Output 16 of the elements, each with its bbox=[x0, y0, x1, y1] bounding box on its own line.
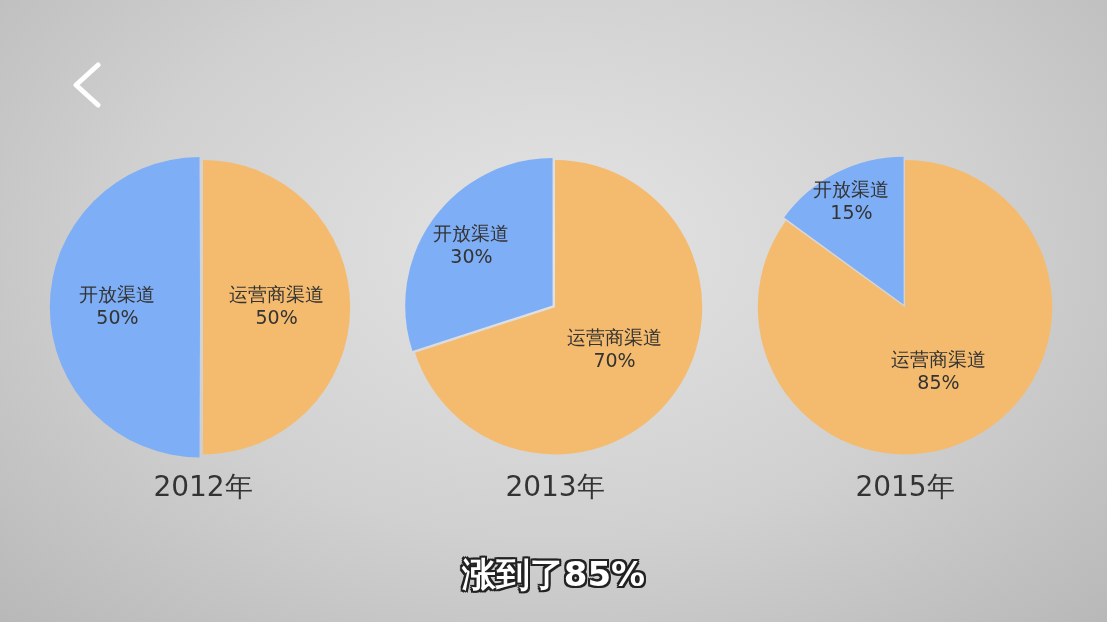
data-label: 30% bbox=[450, 244, 493, 267]
slice-label: 开放渠道 bbox=[79, 282, 156, 305]
data-label: 85% bbox=[917, 371, 960, 394]
text: 2015年 bbox=[855, 470, 955, 504]
data-label: 70% bbox=[593, 348, 636, 371]
slice-label: 运营商渠道 bbox=[567, 325, 663, 348]
text: 2013年 bbox=[505, 470, 605, 504]
text: 2012年 bbox=[153, 470, 253, 504]
data-label: 50% bbox=[96, 305, 139, 328]
slice-label: 开放渠道 bbox=[813, 177, 890, 200]
slice-label: 运营商渠道 bbox=[229, 282, 325, 305]
slice-label: 运营商渠道 bbox=[890, 348, 986, 371]
slice-label: 开放渠道 bbox=[433, 221, 510, 244]
data-label: 50% bbox=[255, 305, 298, 328]
text: 涨到了85% bbox=[461, 553, 646, 596]
data-label: 15% bbox=[830, 200, 873, 223]
